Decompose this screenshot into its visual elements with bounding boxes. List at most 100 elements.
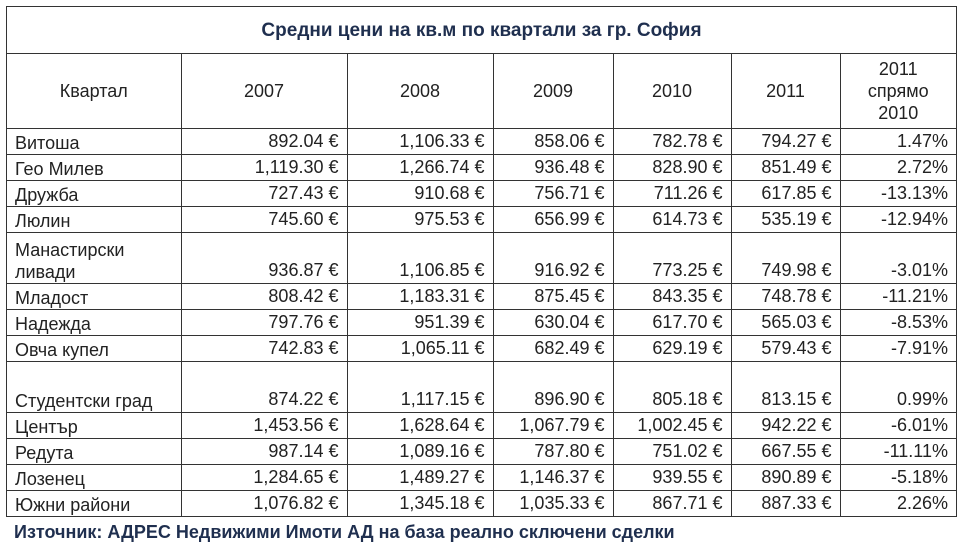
price-2011-cell: 851.49 € <box>730 154 840 181</box>
header-row: Квартал 2007 2008 2009 2010 2011 2011 сп… <box>7 54 956 129</box>
price-2008-cell: 1,628.64 € <box>346 412 493 439</box>
price-2007-cell: 892.04 € <box>180 128 347 155</box>
price-2010-cell: 614.73 € <box>612 206 731 233</box>
price-2007-cell: 1,284.65 € <box>180 464 347 491</box>
price-2011-cell: 617.85 € <box>730 180 840 207</box>
change-cell: -13.13% <box>839 180 956 207</box>
price-2008-cell: 975.53 € <box>346 206 493 233</box>
price-2011-cell: 942.22 € <box>730 412 840 439</box>
header-2010: 2010 <box>612 54 731 129</box>
district-cell: Надежда <box>7 309 181 336</box>
price-2009-cell: 756.71 € <box>492 180 613 207</box>
table-row: Витоша 892.04 €1,106.33 €858.06 €782.78 €… <box>7 128 956 155</box>
change-cell: 2.26% <box>839 490 956 516</box>
header-2008: 2008 <box>346 54 493 129</box>
district-cell: Южни райони <box>15 495 131 515</box>
change-cell: -8.53% <box>839 309 956 336</box>
price-2009-cell: 1,067.79 € <box>492 412 613 439</box>
table-row: Манастирски ливади 936.87 €1,106.85 €916.… <box>7 232 956 284</box>
price-2010-cell: 617.70 € <box>612 309 731 336</box>
change-cell: -6.01% <box>839 412 956 439</box>
district-cell: Дружба <box>7 180 181 207</box>
district-cell: Люлин <box>7 206 181 233</box>
price-2009-cell: 916.92 € <box>492 232 613 284</box>
price-2011-cell: 749.98 € <box>730 232 840 284</box>
price-2007-cell: 1,119.30 € <box>180 154 347 181</box>
price-2009-cell: 682.49 € <box>492 335 613 362</box>
header-change: 2011 спрямо 2010 <box>839 54 956 129</box>
price-2007-cell: 745.60 € <box>180 206 347 233</box>
change-cell: -12.94% <box>839 206 956 233</box>
price-2007-cell: 727.43 € <box>180 180 347 207</box>
price-2009-cell: 858.06 € <box>492 128 613 155</box>
price-2008-cell: 1,106.85 € <box>346 232 493 284</box>
price-2008-cell: 1,065.11 € <box>346 335 493 362</box>
price-2009-cell: 1,035.33 € <box>492 490 613 516</box>
price-2009-cell: 656.99 € <box>492 206 613 233</box>
price-2011-cell: 890.89 € <box>730 464 840 491</box>
table-row: Център 1,453.56 €1,628.64 €1,067.79 €1,00… <box>7 412 956 439</box>
price-2009-cell: 896.90 € <box>492 361 613 413</box>
table-row: Студентски град 874.22 €1,117.15 €896.90 … <box>7 361 956 413</box>
price-2010-cell: 773.25 € <box>612 232 731 284</box>
price-2010-cell: 629.19 € <box>612 335 731 362</box>
price-2011-cell: 813.15 € <box>730 361 840 413</box>
price-2011-cell: 887.33 € <box>730 490 840 516</box>
price-2009-cell: 1,146.37 € <box>492 464 613 491</box>
change-cell: -5.18% <box>839 464 956 491</box>
district-cell: Лозенец <box>7 464 181 491</box>
price-2011-cell: 565.03 € <box>730 309 840 336</box>
price-table: Квартал 2007 2008 2009 2010 2011 2011 сп… <box>7 54 956 516</box>
change-cell: 2.72% <box>839 154 956 181</box>
price-2008-cell: 1,489.27 € <box>346 464 493 491</box>
price-2007-cell: 1,453.56 € <box>180 412 347 439</box>
table-row: Люлин 745.60 €975.53 €656.99 €614.73 €535… <box>7 206 956 233</box>
price-2008-cell: 1,345.18 € <box>346 490 493 516</box>
price-2011-cell: 794.27 € <box>730 128 840 155</box>
district-cell: Студентски град <box>7 361 181 413</box>
table-row: Младост 808.42 €1,183.31 €875.45 €843.35 … <box>7 283 956 310</box>
change-cell: -7.91% <box>839 335 956 362</box>
price-2011-cell: 579.43 € <box>730 335 840 362</box>
price-2008-cell: 1,266.74 € <box>346 154 493 181</box>
district-cell: Витоша <box>7 128 181 155</box>
price-2007-cell: 808.42 € <box>180 283 347 310</box>
price-2010-cell: 867.71 € <box>612 490 731 516</box>
price-2008-cell: 951.39 € <box>346 309 493 336</box>
table-title: Средни цени на кв.м по квартали за гр. С… <box>7 7 956 54</box>
table-row: Южни райони 1,076.82 €1,345.18 €1,035.33 … <box>7 490 956 516</box>
table-row: Надежда 797.76 €951.39 €630.04 €617.70 €5… <box>7 309 956 336</box>
header-district: Квартал <box>7 54 181 129</box>
table-row: Овча купел 742.83 €1,065.11 €682.49 €629.… <box>7 335 956 362</box>
price-2009-cell: 936.48 € <box>492 154 613 181</box>
price-2010-cell: 843.35 € <box>612 283 731 310</box>
table-row: Лозенец 1,284.65 €1,489.27 €1,146.37 €939… <box>7 464 956 491</box>
district-cell: Център <box>7 412 181 439</box>
price-2011-cell: 667.55 € <box>730 438 840 465</box>
price-2008-cell: 1,106.33 € <box>346 128 493 155</box>
price-2010-cell: 805.18 € <box>612 361 731 413</box>
district-cell: Манастирски ливади <box>7 232 181 284</box>
price-2010-cell: 1,002.45 € <box>612 412 731 439</box>
price-2010-cell: 751.02 € <box>612 438 731 465</box>
price-table-frame: Средни цени на кв.м по квартали за гр. С… <box>6 6 957 517</box>
price-2011-cell: 748.78 € <box>730 283 840 310</box>
change-cell: -11.11% <box>839 438 956 465</box>
change-cell: 1.47% <box>839 128 956 155</box>
table-row: Дружба 727.43 €910.68 €756.71 €711.26 €61… <box>7 180 956 207</box>
header-2009: 2009 <box>492 54 613 129</box>
table-row: Редута 987.14 €1,089.16 €787.80 €751.02 €… <box>7 438 956 465</box>
change-cell: -3.01% <box>839 232 956 284</box>
change-cell: -11.21% <box>839 283 956 310</box>
header-2011: 2011 <box>730 54 840 129</box>
price-2007-cell: 936.87 € <box>180 232 347 284</box>
district-cell: Овча купел <box>7 335 181 362</box>
change-cell: 0.99% <box>839 361 956 413</box>
price-2009-cell: 630.04 € <box>492 309 613 336</box>
table-row: Гео Милев 1,119.30 €1,266.74 €936.48 €828… <box>7 154 956 181</box>
price-2007-cell: 987.14 € <box>180 438 347 465</box>
price-2011-cell: 535.19 € <box>730 206 840 233</box>
price-2009-cell: 787.80 € <box>492 438 613 465</box>
price-2010-cell: 939.55 € <box>612 464 731 491</box>
price-2007-cell: 742.83 € <box>180 335 347 362</box>
